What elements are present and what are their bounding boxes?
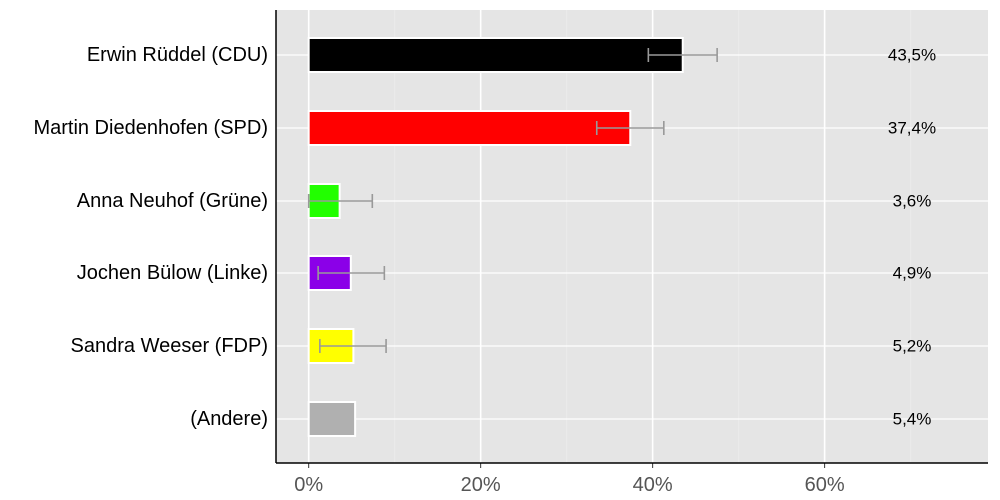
x-tick-label: 20% (461, 474, 501, 496)
category-labels: Erwin Rüddel (CDU) Martin Diedenhofen (SP… (33, 44, 268, 430)
category-label: Sandra Weeser (FDP) (71, 335, 268, 357)
value-label: 37,4% (888, 119, 936, 138)
category-label: Anna Neuhof (Grüne) (77, 190, 268, 212)
category-label: Erwin Rüddel (CDU) (87, 44, 268, 66)
value-label: 5,4% (893, 410, 932, 429)
x-tick-label: 60% (805, 474, 845, 496)
bar-6 (307, 401, 357, 437)
value-label: 5,2% (893, 337, 932, 356)
category-label: (Andere) (190, 408, 268, 430)
value-label: 4,9% (893, 264, 932, 283)
error-bars (307, 48, 718, 353)
bar-1 (307, 37, 684, 73)
category-label: Martin Diedenhofen (SPD) (33, 117, 268, 139)
error-bar-2 (595, 121, 665, 135)
bar-2 (307, 110, 632, 146)
error-bar-5 (319, 339, 387, 353)
error-bar-4 (317, 266, 386, 280)
value-label: 43,5% (888, 46, 936, 65)
axes (275, 10, 988, 464)
plot-background (276, 10, 988, 463)
x-tick-label: 0% (294, 474, 323, 496)
error-bar-1 (647, 48, 718, 62)
value-label: 3,6% (893, 192, 932, 211)
category-label: Jochen Bülow (Linke) (77, 262, 268, 284)
x-tick-label: 40% (633, 474, 673, 496)
x-tick-labels: 0% 20% 40% 60% (294, 463, 845, 496)
value-labels: 43,5% 37,4% 3,6% 4,9% 5,2% 5,4% (888, 46, 936, 429)
error-bar-3 (307, 194, 374, 208)
